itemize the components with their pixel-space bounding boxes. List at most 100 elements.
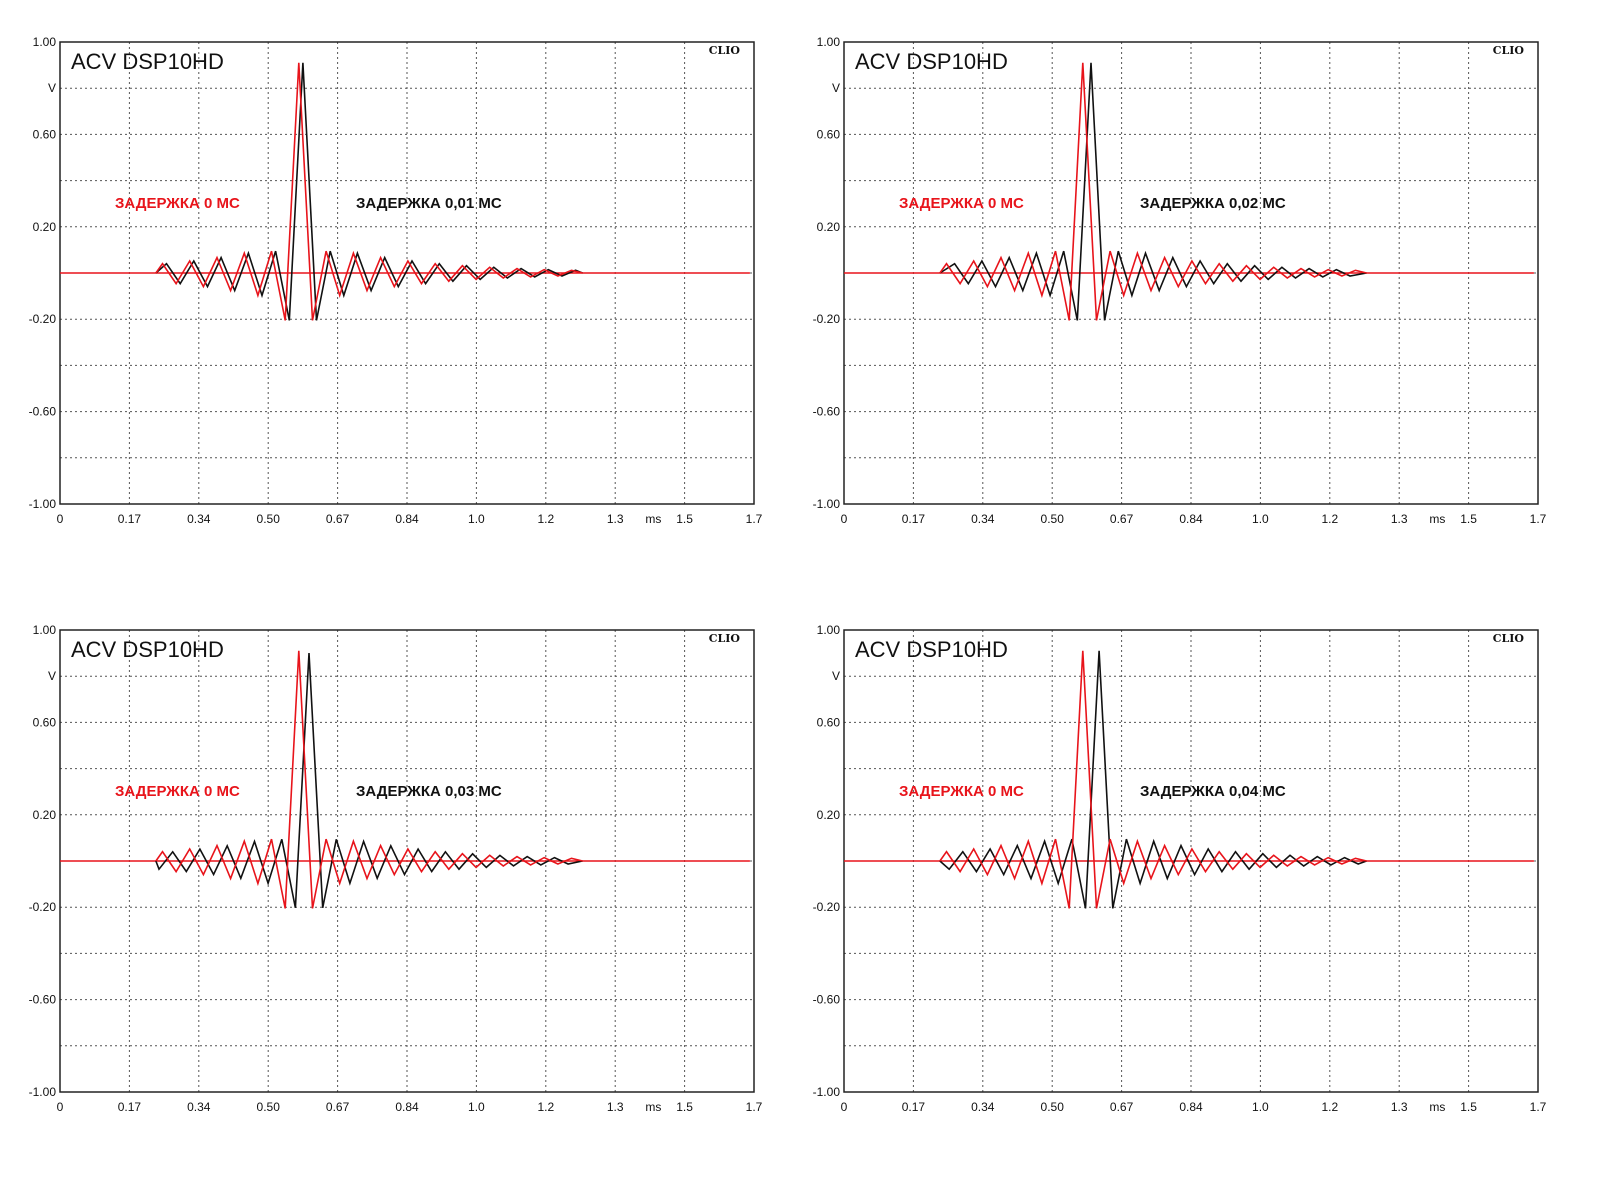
x-tick-label: 1.2 [537,1100,554,1114]
x-tick-label: 1.0 [1252,512,1269,526]
x-tick-label: 1.0 [1252,1100,1269,1114]
y-tick-label: V [832,81,840,95]
delay-annotation: ЗАДЕРЖКА 0,03 МС [356,783,502,800]
delayed-trace [155,653,583,908]
delayed-trace [155,62,583,321]
y-tick-label: 0.20 [817,220,841,234]
chart-title: ACV DSP10HD [855,637,1008,662]
x-tick-label: 1.5 [1460,512,1477,526]
x-tick-label: 1.3 [607,512,624,526]
x-tick-label: 1.5 [676,1100,693,1114]
x-tick-label: 0.67 [1110,1100,1134,1114]
x-tick-label: 1.3 [1391,1100,1408,1114]
x-tick-label: 0.50 [1041,1100,1065,1114]
x-tick-label: 1.2 [537,512,554,526]
x-tick-label: 0.84 [1179,512,1203,526]
x-tick-label: 0.50 [257,1100,281,1114]
x-tick-label: 0.17 [118,1100,142,1114]
x-tick-label: 0.50 [1041,512,1065,526]
x-tick-label: 1.3 [607,1100,624,1114]
delay-annotation: ЗАДЕРЖКА 0 МС [115,783,240,800]
y-tick-label: -0.60 [813,993,841,1007]
chart-svg: 1.00 V 0.60 0.20 -0.20 -0.60 -1.000 0.17 0.34 0.5… [813,623,1547,1114]
x-tick-label: 0.67 [326,512,350,526]
x-tick-label: 1.7 [746,512,763,526]
x-tick-label: 1.0 [468,512,485,526]
y-tick-label: -0.20 [813,900,841,914]
x-axis-unit: ms [1429,512,1445,526]
x-tick-label: 1.7 [1530,512,1547,526]
chart-svg: 1.00 V 0.60 0.20 -0.20 -0.60 -1.000 0.17 0.34 0.5… [813,35,1547,526]
x-tick-label: 1.5 [1460,1100,1477,1114]
y-tick-label: 1.00 [817,35,841,49]
x-tick-label: 0.84 [395,512,419,526]
reference-trace [155,650,583,909]
x-tick-label: 0.17 [902,512,926,526]
y-tick-label: 0.60 [817,127,841,141]
y-tick-label: -1.00 [813,1085,841,1099]
x-tick-label: 0.34 [187,1100,211,1114]
delay-annotation: ЗАДЕРЖКА 0,04 МС [1140,783,1286,800]
y-tick-label: V [48,81,56,95]
y-tick-label: 0.20 [33,808,57,822]
y-tick-label: 0.20 [817,808,841,822]
x-tick-label: 1.2 [1321,512,1338,526]
x-tick-label: 0.17 [118,512,142,526]
x-tick-label: 0.84 [1179,1100,1203,1114]
x-axis-unit: ms [645,1100,661,1114]
x-tick-label: 1.7 [1530,1100,1547,1114]
clio-brand: CLIO [1493,44,1525,57]
clio-brand: CLIO [709,632,741,645]
x-axis-unit: ms [1429,1100,1445,1114]
y-tick-label: 0.60 [817,715,841,729]
x-tick-label: 0.50 [257,512,281,526]
x-tick-label: 0 [841,512,848,526]
delayed-trace [939,62,1367,321]
x-tick-label: 1.5 [676,512,693,526]
reference-trace [939,62,1367,321]
x-tick-label: 1.0 [468,1100,485,1114]
reference-trace [939,650,1367,909]
y-tick-label: -1.00 [29,497,57,511]
y-tick-label: -0.60 [813,405,841,419]
x-tick-label: 0.34 [971,1100,995,1114]
x-tick-label: 0.67 [326,1100,350,1114]
delay-annotation: ЗАДЕРЖКА 0,02 МС [1140,195,1286,212]
chart-title: ACV DSP10HD [71,637,224,662]
y-tick-label: 0.20 [33,220,57,234]
x-tick-label: 0.17 [902,1100,926,1114]
y-tick-label: 1.00 [33,623,57,637]
delay-annotation: ЗАДЕРЖКА 0 МС [899,195,1024,212]
x-tick-label: 0.84 [395,1100,419,1114]
clio-brand: CLIO [709,44,741,57]
delay-annotation: ЗАДЕРЖКА 0 МС [115,195,240,212]
clio-brand: CLIO [1493,632,1525,645]
y-tick-label: 0.60 [33,127,57,141]
y-tick-label: -0.20 [813,312,841,326]
y-tick-label: V [832,669,840,683]
chart-panel: 1.00 V 0.60 0.20 -0.20 -0.60 -1.00 0 0.17 0.34 0.5… [0,0,790,560]
y-tick-label: -0.60 [29,993,57,1007]
chart-title: ACV DSP10HD [71,49,224,74]
delay-annotation: ЗАДЕРЖКА 0 МС [899,783,1024,800]
chart-svg: 1.00 V 0.60 0.20 -0.20 -0.60 -1.000 0.17 0.34 0.5… [29,623,763,1114]
delayed-trace [939,650,1367,909]
x-tick-label: 0.34 [187,512,211,526]
chart-panel: 1.00 V 0.60 0.20 -0.20 -0.60 -1.00 0 0.17 0.34 0.5… [784,588,1574,1148]
x-axis-unit: ms [645,512,661,526]
y-tick-label: 0.60 [33,715,57,729]
x-tick-label: 0 [841,1100,848,1114]
chart-title: ACV DSP10HD [855,49,1008,74]
reference-trace [155,62,583,321]
y-tick-label: -0.20 [29,312,57,326]
y-tick-label: V [48,669,56,683]
x-tick-label: 0 [57,1100,64,1114]
x-tick-label: 0.34 [971,512,995,526]
delay-annotation: ЗАДЕРЖКА 0,01 МС [356,195,502,212]
y-tick-label: -0.60 [29,405,57,419]
x-tick-label: 1.3 [1391,512,1408,526]
chart-svg: 1.00 V 0.60 0.20 -0.20 -0.60 -1.000 0.17 0.34 0.5… [29,35,763,526]
y-tick-label: 1.00 [817,623,841,637]
chart-panel: 1.00 V 0.60 0.20 -0.20 -0.60 -1.00 0 0.17 0.34 0.5… [0,588,790,1148]
